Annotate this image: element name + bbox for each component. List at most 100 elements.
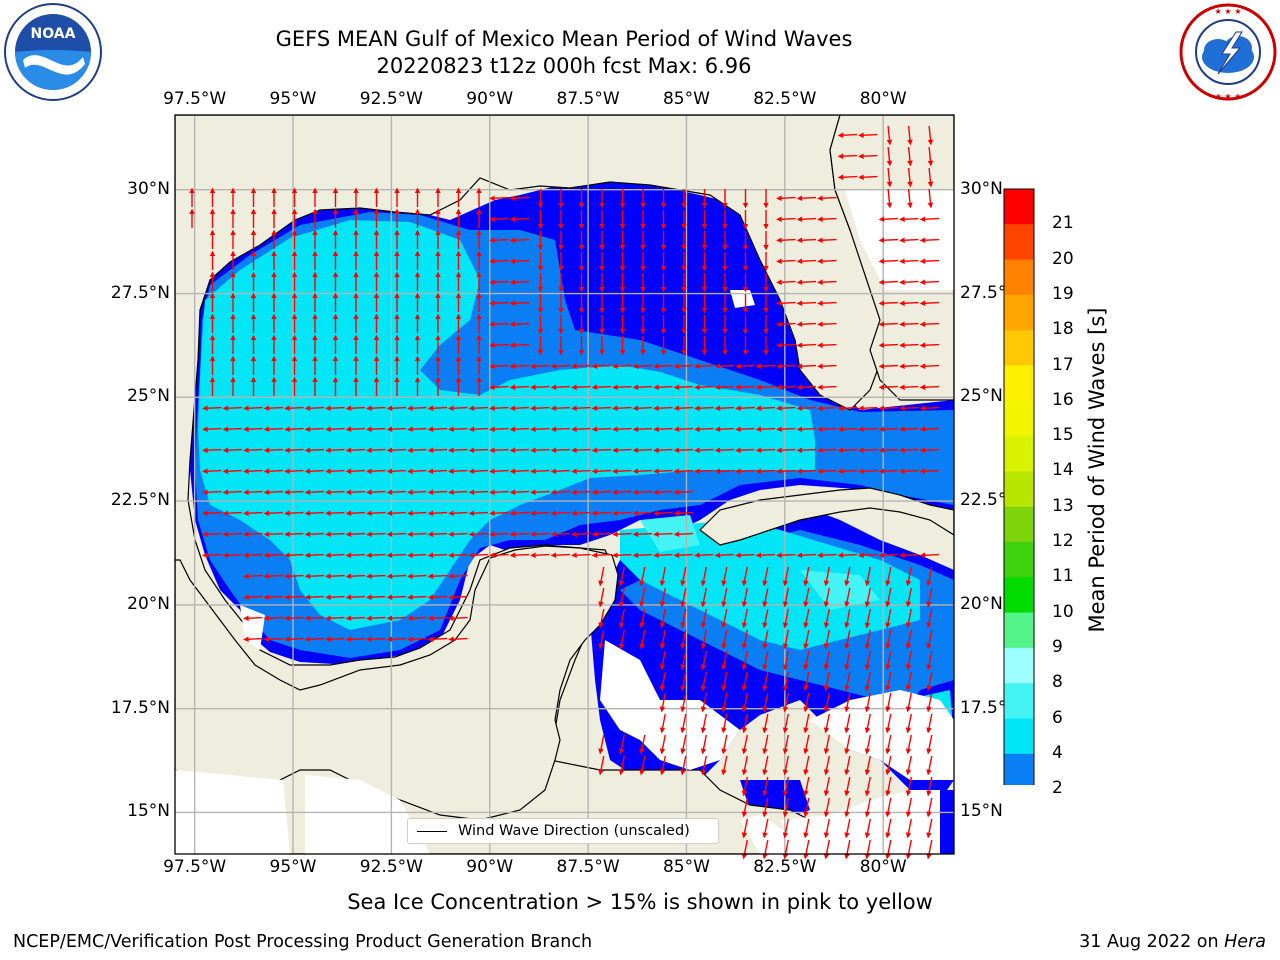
wave-direction-arrow xyxy=(796,321,817,328)
wave-direction-arrow xyxy=(926,566,933,587)
footer-date: 31 Aug 2022 on Hera xyxy=(1079,932,1266,952)
wave-direction-arrow xyxy=(905,692,912,713)
wave-direction-arrow xyxy=(509,384,530,391)
wave-direction-arrow xyxy=(885,776,892,797)
us-gulf-coast xyxy=(175,115,886,854)
wave-direction-arrow xyxy=(762,671,769,692)
wave-direction-arrow xyxy=(680,755,687,776)
wave-direction-arrow xyxy=(776,216,796,223)
wave-direction-arrow xyxy=(864,671,871,692)
wave-direction-arrow xyxy=(571,384,591,391)
wave-direction-arrow xyxy=(782,566,789,587)
wave-direction-arrow xyxy=(899,552,919,559)
colorbar-tick-label: 17 xyxy=(1052,354,1074,375)
wave-direction-arrow xyxy=(885,818,892,839)
wave-direction-arrow xyxy=(782,734,789,755)
wave-direction-arrow xyxy=(325,573,345,580)
wave-direction-arrow xyxy=(878,300,899,307)
lat-tick-label-left: 25°N xyxy=(127,386,170,407)
wave-direction-arrow xyxy=(927,146,934,167)
wave-direction-arrow xyxy=(591,510,612,517)
wave-direction-arrow xyxy=(694,552,714,559)
wave-direction-arrow xyxy=(530,384,550,391)
wave-direction-arrow xyxy=(864,629,871,650)
wave-direction-arrow xyxy=(639,629,646,650)
wave-direction-arrow xyxy=(919,405,940,412)
wave-direction-arrow xyxy=(700,755,707,776)
wave-direction-arrow xyxy=(776,447,796,454)
wave-direction-arrow xyxy=(386,405,407,412)
wave-direction-arrow xyxy=(885,629,892,650)
wave-direction-arrow xyxy=(550,552,571,559)
colorbar-tick-label: 19 xyxy=(1052,283,1074,304)
wave-direction-arrow xyxy=(659,608,666,629)
wave-direction-arrow xyxy=(509,426,530,433)
wave-direction-arrow xyxy=(325,636,345,643)
colorbar-tick-label: 20 xyxy=(1052,248,1074,269)
wave-direction-arrow xyxy=(284,447,304,454)
wave-direction-arrow xyxy=(325,468,345,475)
wave-direction-arrow xyxy=(864,692,871,713)
wave-direction-arrow xyxy=(673,552,694,559)
wave-direction-arrow xyxy=(222,405,243,412)
wave-direction-arrow xyxy=(899,279,919,286)
wave-direction-arrow xyxy=(741,839,748,860)
wave-direction-arrow xyxy=(489,279,509,286)
wave-direction-arrow xyxy=(612,468,632,475)
wave-direction-arrow xyxy=(700,671,707,692)
colorbar-tick-label: 13 xyxy=(1052,495,1074,516)
svg-text:★ ★ ★: ★ ★ ★ xyxy=(1214,7,1241,16)
wave-direction-arrow xyxy=(776,300,796,307)
wave-direction-arrow xyxy=(612,510,632,517)
wave-direction-arrow xyxy=(782,818,789,839)
wave-direction-arrow xyxy=(386,468,407,475)
wave-direction-arrow xyxy=(489,258,509,265)
wave-direction-arrow xyxy=(817,447,837,454)
wave-direction-arrow xyxy=(612,426,632,433)
wave-direction-arrow xyxy=(639,587,646,608)
wave-direction-arrow xyxy=(721,734,728,755)
wave-direction-arrow xyxy=(639,566,646,587)
map-legend: Wind Wave Direction (unscaled) xyxy=(407,818,719,844)
wave-direction-arrow xyxy=(905,734,912,755)
wave-direction-arrow xyxy=(762,776,769,797)
wave-direction-arrow xyxy=(926,839,933,860)
wave-direction-arrow xyxy=(878,216,899,223)
wave-direction-arrow xyxy=(700,713,707,734)
wave-direction-arrow xyxy=(755,552,776,559)
wave-direction-arrow xyxy=(919,468,940,475)
wave-direction-arrow xyxy=(919,237,940,244)
wave-direction-arrow xyxy=(618,629,625,650)
wave-direction-arrow xyxy=(694,447,714,454)
wave-direction-arrow xyxy=(680,629,687,650)
wave-direction-arrow xyxy=(673,426,694,433)
wave-direction-arrow xyxy=(803,650,810,671)
wave-direction-arrow xyxy=(926,692,933,713)
colorbar-tick-label: 21 xyxy=(1052,213,1074,234)
wave-direction-arrow xyxy=(823,692,830,713)
wave-direction-arrow xyxy=(858,447,878,454)
wave-direction-arrow xyxy=(776,552,796,559)
wave-direction-arrow xyxy=(803,608,810,629)
wave-direction-arrow xyxy=(680,587,687,608)
wave-direction-arrow xyxy=(489,300,509,307)
wave-direction-arrow xyxy=(919,216,940,223)
wave-direction-arrow xyxy=(776,363,796,370)
wave-direction-arrow xyxy=(817,405,837,412)
wave-direction-arrow xyxy=(304,447,325,454)
wave-direction-arrow xyxy=(885,755,892,776)
wave-direction-arrow xyxy=(823,650,830,671)
wave-direction-arrow xyxy=(427,552,448,559)
wave-direction-arrow xyxy=(407,615,427,622)
wave-direction-arrow xyxy=(530,468,550,475)
wave-direction-arrow xyxy=(878,384,899,391)
colorbar-segment xyxy=(1004,400,1034,437)
wave-direction-arrow xyxy=(598,566,605,587)
wave-direction-arrow xyxy=(844,629,851,650)
wave-direction-arrow xyxy=(407,531,427,538)
wave-direction-arrow xyxy=(858,174,878,181)
wave-direction-arrow xyxy=(509,216,530,223)
wave-direction-arrow xyxy=(700,629,707,650)
wave-direction-arrow xyxy=(591,426,612,433)
chart-subtitle: 20220823 t12z 000h fcst Max: 6.96 xyxy=(376,54,752,78)
